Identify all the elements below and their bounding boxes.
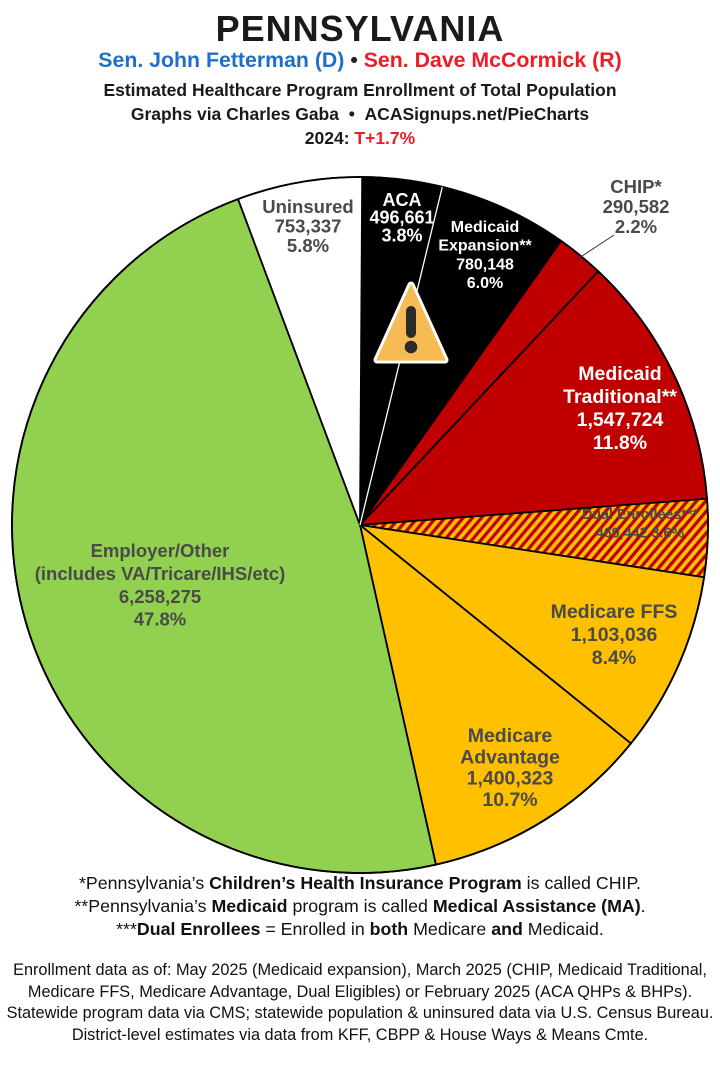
svg-text:780,148: 780,148 <box>456 256 514 273</box>
svg-text:6,258,275: 6,258,275 <box>119 586 201 607</box>
svg-text:Dual Enrollees***: Dual Enrollees*** <box>582 507 698 523</box>
svg-text:6.0%: 6.0% <box>467 275 503 292</box>
svg-text:1,400,323: 1,400,323 <box>467 768 554 790</box>
svg-text:Medicare: Medicare <box>468 725 553 747</box>
svg-text:Traditional**: Traditional** <box>563 386 677 408</box>
svg-text:1,547,724: 1,547,724 <box>577 409 664 431</box>
svg-text:Employer/Other: Employer/Other <box>91 540 230 561</box>
svg-text:753,337: 753,337 <box>275 216 342 237</box>
svg-text:2.2%: 2.2% <box>615 216 657 237</box>
svg-text:Advantage: Advantage <box>460 746 560 768</box>
svg-text:3.8%: 3.8% <box>381 225 422 245</box>
svg-text:10.7%: 10.7% <box>482 789 537 811</box>
svg-text:Medicaid: Medicaid <box>578 363 661 385</box>
svg-text:Uninsured: Uninsured <box>262 196 353 217</box>
svg-text:(includes VA/Tricare/IHS/etc): (includes VA/Tricare/IHS/etc) <box>35 563 286 584</box>
svg-text:5.8%: 5.8% <box>287 235 329 256</box>
svg-text:11.8%: 11.8% <box>593 432 647 454</box>
svg-text:Medicare FFS: Medicare FFS <box>551 601 678 623</box>
svg-text:469,442 3.6%: 469,442 3.6% <box>596 526 685 542</box>
svg-text:47.8%: 47.8% <box>134 609 186 630</box>
svg-text:Expansion**: Expansion** <box>438 238 532 255</box>
svg-text:8.4%: 8.4% <box>592 647 636 669</box>
svg-text:1,103,036: 1,103,036 <box>571 624 658 646</box>
svg-text:290,582: 290,582 <box>603 196 670 217</box>
svg-text:Medicaid: Medicaid <box>451 219 519 236</box>
svg-text:CHIP*: CHIP* <box>610 176 662 197</box>
